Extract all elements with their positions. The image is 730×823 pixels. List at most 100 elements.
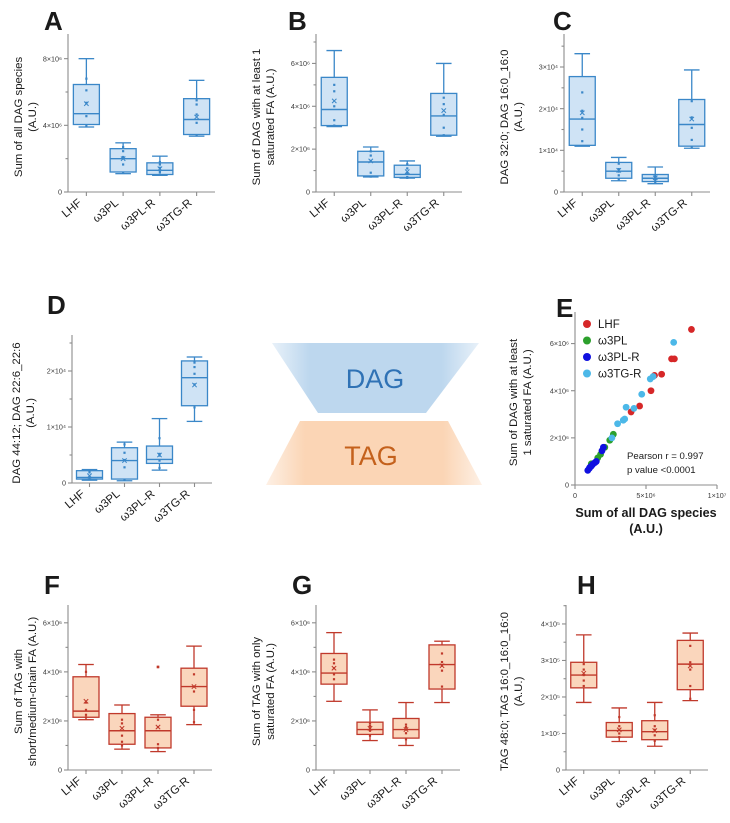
scatter-series xyxy=(608,338,678,442)
x-category-label: LHF xyxy=(308,775,332,798)
box-group xyxy=(430,62,458,137)
mean-marker xyxy=(156,452,163,458)
box-group xyxy=(676,632,704,702)
box-body xyxy=(676,639,704,691)
tag-label: TAG xyxy=(344,441,398,471)
data-point xyxy=(85,125,88,128)
y-axis-label: Sum of TAG with xyxy=(13,649,25,734)
data-point xyxy=(653,725,656,728)
scatter-point xyxy=(622,403,630,411)
box-group xyxy=(146,155,174,176)
data-point xyxy=(581,140,584,143)
mean-marker xyxy=(120,156,126,162)
data-point xyxy=(193,406,196,409)
scatter-e: 0 2×10⁶ 4×10⁶ 6×10⁶ 0 5×10⁶ 1×10⁷ LHF ω3PL ω3PL-R… xyxy=(508,312,727,536)
data-point xyxy=(368,722,372,725)
x-category-label: ω3PL xyxy=(90,775,121,804)
y-tick-label: 6×10⁶ xyxy=(43,618,62,627)
y-tick-label: 2×10⁶ xyxy=(291,717,310,726)
x-category-label: LHF xyxy=(308,197,332,220)
y-tick-label: 4×10⁶ xyxy=(550,386,569,395)
y-tick-label: 2×10⁶ xyxy=(43,717,62,726)
x-tick-label: 1×10⁷ xyxy=(708,491,727,500)
data-point xyxy=(332,673,336,676)
data-point xyxy=(123,443,126,446)
mean-marker xyxy=(404,169,410,175)
y-tick-label: 0 xyxy=(58,766,62,775)
x-category-label: ω3PL-R xyxy=(116,775,156,811)
data-point xyxy=(654,174,657,177)
data-point xyxy=(690,145,693,149)
data-point xyxy=(88,475,91,478)
mean-marker xyxy=(581,670,587,676)
y-tick-label: 3×10⁵ xyxy=(541,656,560,665)
scatter-point xyxy=(636,402,644,410)
box-group xyxy=(641,166,669,185)
data-point xyxy=(195,99,198,102)
y-tick-label: 2×10⁶ xyxy=(291,145,310,154)
data-point xyxy=(404,732,408,735)
panel-a-chart: 0 4×10⁶ 8×10⁶ LHF ω3PL ω3PL-R ω3TG-R Sum of all… xyxy=(0,0,244,245)
mean-marker xyxy=(119,725,125,731)
y-axis-label-line2: 1 saturated FA (A.U.) xyxy=(522,349,534,456)
legend-label: ω3TG-R xyxy=(598,369,641,381)
data-point xyxy=(690,126,693,129)
panel-c-chart: 0 1×10⁴ 2×10⁴ 3×10⁴ LHF ω3PL ω3PL-R ω3TG-R DAG 3… xyxy=(488,0,730,245)
legend-label: LHF xyxy=(598,319,620,331)
x-category-label: LHF xyxy=(556,197,580,220)
scatter-point xyxy=(600,443,607,451)
dag-trapezoid xyxy=(272,343,479,413)
panel-f-chart: 0 2×10⁶ 4×10⁶ 6×10⁶ LHF ω3PL ω3PL-R ω3TG-R Sum o… xyxy=(0,565,244,823)
box-group xyxy=(108,704,136,750)
y-tick-label: 2×10⁴ xyxy=(539,104,558,113)
x-category-label: ω3PL xyxy=(338,197,369,226)
y-tick-label: 1×10⁴ xyxy=(539,146,558,155)
panel-letter-d: D xyxy=(47,290,66,320)
x-category-label: ω3TG-R xyxy=(647,775,688,812)
data-point xyxy=(653,714,656,717)
panel-letter-g: G xyxy=(292,570,313,600)
data-point xyxy=(333,83,336,86)
x-category-label: ω3PL-R xyxy=(613,775,653,811)
y-tick-label: 0 xyxy=(554,188,558,197)
panel-h-chart: 0 1×10⁵ 2×10⁵ 3×10⁵ 4×10⁵ LHF ω3PL ω3PL-R ω3TG-R… xyxy=(488,565,730,823)
data-point xyxy=(440,652,444,655)
data-point xyxy=(406,167,409,170)
legend-label: ω3PL xyxy=(598,336,628,348)
data-point xyxy=(404,738,408,741)
scatter-point xyxy=(614,420,621,428)
data-point xyxy=(689,684,692,688)
mean-marker xyxy=(687,663,693,669)
y-axis-label: Sum of TAG with only xyxy=(251,637,263,746)
data-point xyxy=(406,175,409,179)
data-point xyxy=(333,90,336,93)
data-point xyxy=(442,113,445,116)
y-axis-label: DAG 32:0; DAG 16:0_16:0 xyxy=(499,50,511,185)
data-point xyxy=(653,739,656,742)
outlier-point xyxy=(156,665,160,669)
data-point xyxy=(158,452,161,455)
scatter-point xyxy=(671,355,678,363)
data-point xyxy=(653,728,656,731)
data-point xyxy=(158,160,161,164)
data-point xyxy=(690,138,693,142)
data-point xyxy=(84,716,88,719)
x-category-label: ω3TG-R xyxy=(649,197,690,234)
data-point xyxy=(618,725,621,728)
box-group xyxy=(605,707,633,743)
data-point xyxy=(122,145,125,149)
x-category-label: ω3TG-R xyxy=(151,775,192,812)
data-point xyxy=(582,663,585,666)
box-group xyxy=(357,146,385,178)
panel-letter-c: C xyxy=(553,6,572,36)
data-point xyxy=(582,668,585,671)
box-group xyxy=(109,142,137,175)
data-point xyxy=(333,105,336,108)
y-axis-label-line2: (A.U.) xyxy=(25,398,37,428)
y-tick-label: 2×10⁶ xyxy=(550,433,569,442)
data-point xyxy=(85,77,88,80)
data-point xyxy=(84,701,88,704)
data-point xyxy=(404,723,408,726)
x-category-label: ω3PL-R xyxy=(118,197,158,233)
